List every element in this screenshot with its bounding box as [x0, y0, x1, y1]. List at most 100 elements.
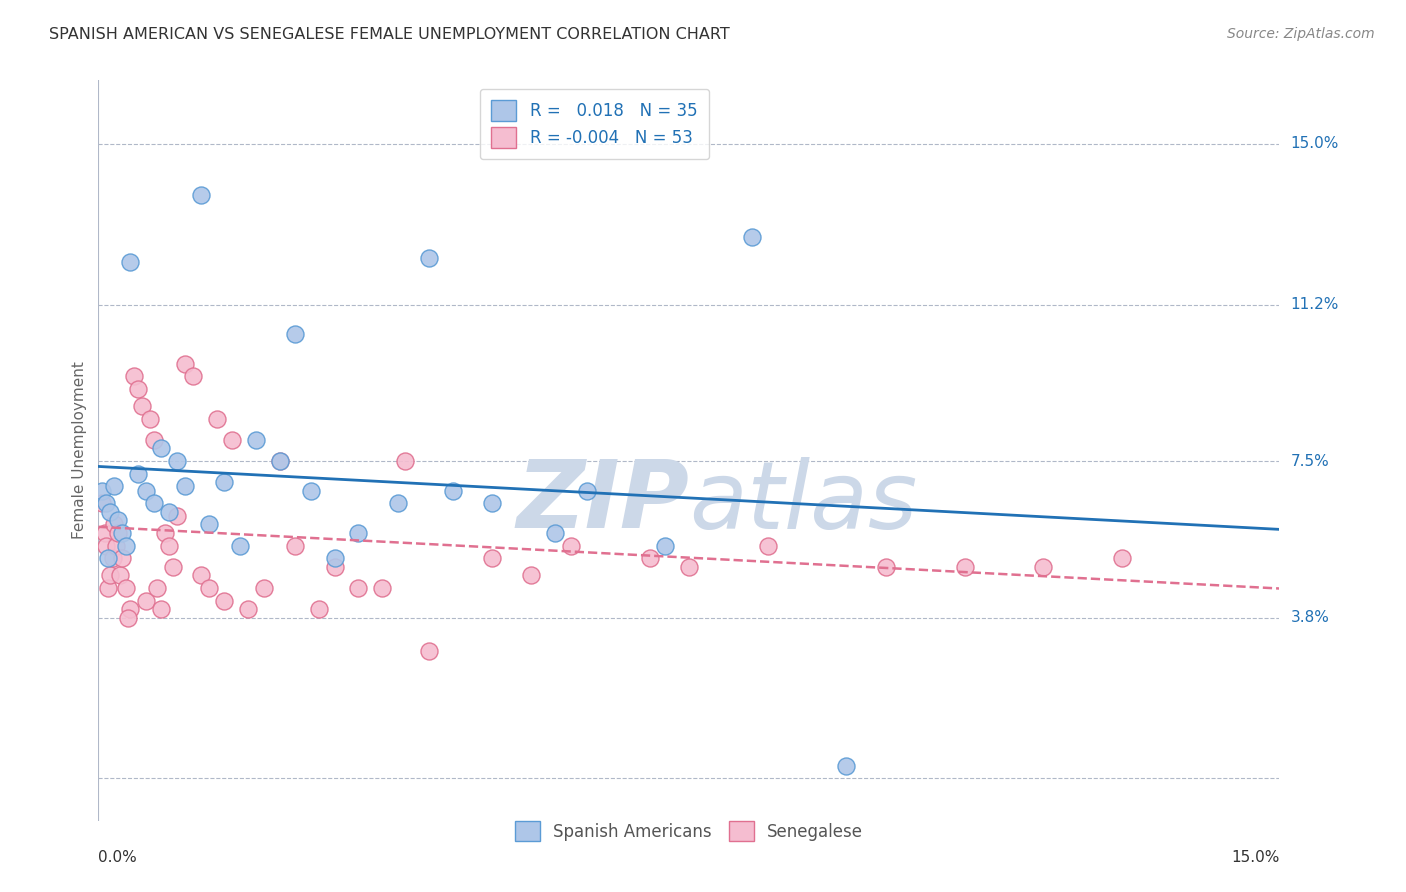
Text: ZIP: ZIP	[516, 457, 689, 549]
Text: 11.2%: 11.2%	[1291, 297, 1339, 312]
Point	[481, 551, 503, 566]
Point	[197, 581, 219, 595]
Point	[1111, 551, 1133, 566]
Point	[221, 433, 243, 447]
Point	[190, 187, 212, 202]
Point	[135, 593, 157, 607]
Point	[91, 483, 114, 498]
Text: Source: ZipAtlas.com: Source: ZipAtlas.com	[1227, 27, 1375, 41]
Point	[142, 433, 165, 447]
Point	[214, 475, 236, 490]
Point	[117, 610, 139, 624]
Point	[157, 505, 180, 519]
Point	[205, 411, 228, 425]
Point	[284, 327, 307, 342]
Point	[875, 559, 897, 574]
Point	[97, 581, 120, 595]
Point	[441, 483, 464, 498]
Point	[1032, 559, 1054, 574]
Point	[394, 454, 416, 468]
Point	[122, 369, 145, 384]
Point	[110, 568, 132, 582]
Point	[127, 467, 149, 481]
Point	[166, 509, 188, 524]
Point	[347, 525, 370, 540]
Point	[97, 551, 120, 566]
Point	[111, 551, 134, 566]
Point	[236, 602, 259, 616]
Text: 7.5%: 7.5%	[1291, 453, 1329, 468]
Point	[560, 539, 582, 553]
Point	[269, 454, 291, 468]
Point	[181, 369, 204, 384]
Point	[104, 539, 127, 553]
Point	[135, 483, 157, 498]
Point	[214, 593, 236, 607]
Point	[91, 496, 114, 510]
Point	[166, 454, 188, 468]
Point	[418, 644, 440, 658]
Point	[323, 551, 346, 566]
Y-axis label: Female Unemployment: Female Unemployment	[72, 361, 87, 540]
Point	[323, 559, 346, 574]
Point	[245, 433, 267, 447]
Text: 3.8%: 3.8%	[1291, 610, 1330, 625]
Point	[229, 539, 252, 553]
Point	[93, 525, 115, 540]
Point	[371, 581, 394, 595]
Point	[157, 539, 180, 553]
Point	[575, 483, 598, 498]
Point	[654, 539, 676, 553]
Point	[115, 539, 138, 553]
Point	[741, 229, 763, 244]
Point	[299, 483, 322, 498]
Point	[756, 539, 779, 553]
Text: 15.0%: 15.0%	[1291, 136, 1339, 152]
Point	[481, 496, 503, 510]
Point	[107, 513, 129, 527]
Point	[142, 496, 165, 510]
Point	[150, 442, 173, 456]
Point	[101, 551, 124, 566]
Text: atlas: atlas	[689, 457, 917, 548]
Point	[174, 357, 197, 371]
Point	[138, 411, 160, 425]
Point	[98, 568, 121, 582]
Point	[150, 602, 173, 616]
Point	[953, 559, 976, 574]
Point	[418, 251, 440, 265]
Point	[197, 517, 219, 532]
Point	[162, 559, 184, 574]
Point	[835, 758, 858, 772]
Point	[127, 382, 149, 396]
Point	[118, 255, 141, 269]
Point	[155, 525, 177, 540]
Point	[103, 517, 125, 532]
Point	[347, 581, 370, 595]
Text: 15.0%: 15.0%	[1232, 850, 1279, 865]
Point	[253, 581, 276, 595]
Point	[118, 602, 141, 616]
Text: SPANISH AMERICAN VS SENEGALESE FEMALE UNEMPLOYMENT CORRELATION CHART: SPANISH AMERICAN VS SENEGALESE FEMALE UN…	[49, 27, 730, 42]
Point	[174, 479, 197, 493]
Point	[115, 581, 138, 595]
Point	[107, 525, 129, 540]
Point	[308, 602, 330, 616]
Point	[387, 496, 409, 510]
Text: 0.0%: 0.0%	[98, 850, 138, 865]
Point	[146, 581, 169, 595]
Point	[103, 479, 125, 493]
Point	[638, 551, 661, 566]
Point	[98, 505, 121, 519]
Point	[284, 539, 307, 553]
Point	[269, 454, 291, 468]
Point	[520, 568, 543, 582]
Point	[678, 559, 700, 574]
Point	[96, 539, 118, 553]
Point	[111, 525, 134, 540]
Point	[131, 399, 153, 413]
Legend: Spanish Americans, Senegalese: Spanish Americans, Senegalese	[503, 809, 875, 853]
Point	[544, 525, 567, 540]
Point	[96, 496, 118, 510]
Point	[190, 568, 212, 582]
